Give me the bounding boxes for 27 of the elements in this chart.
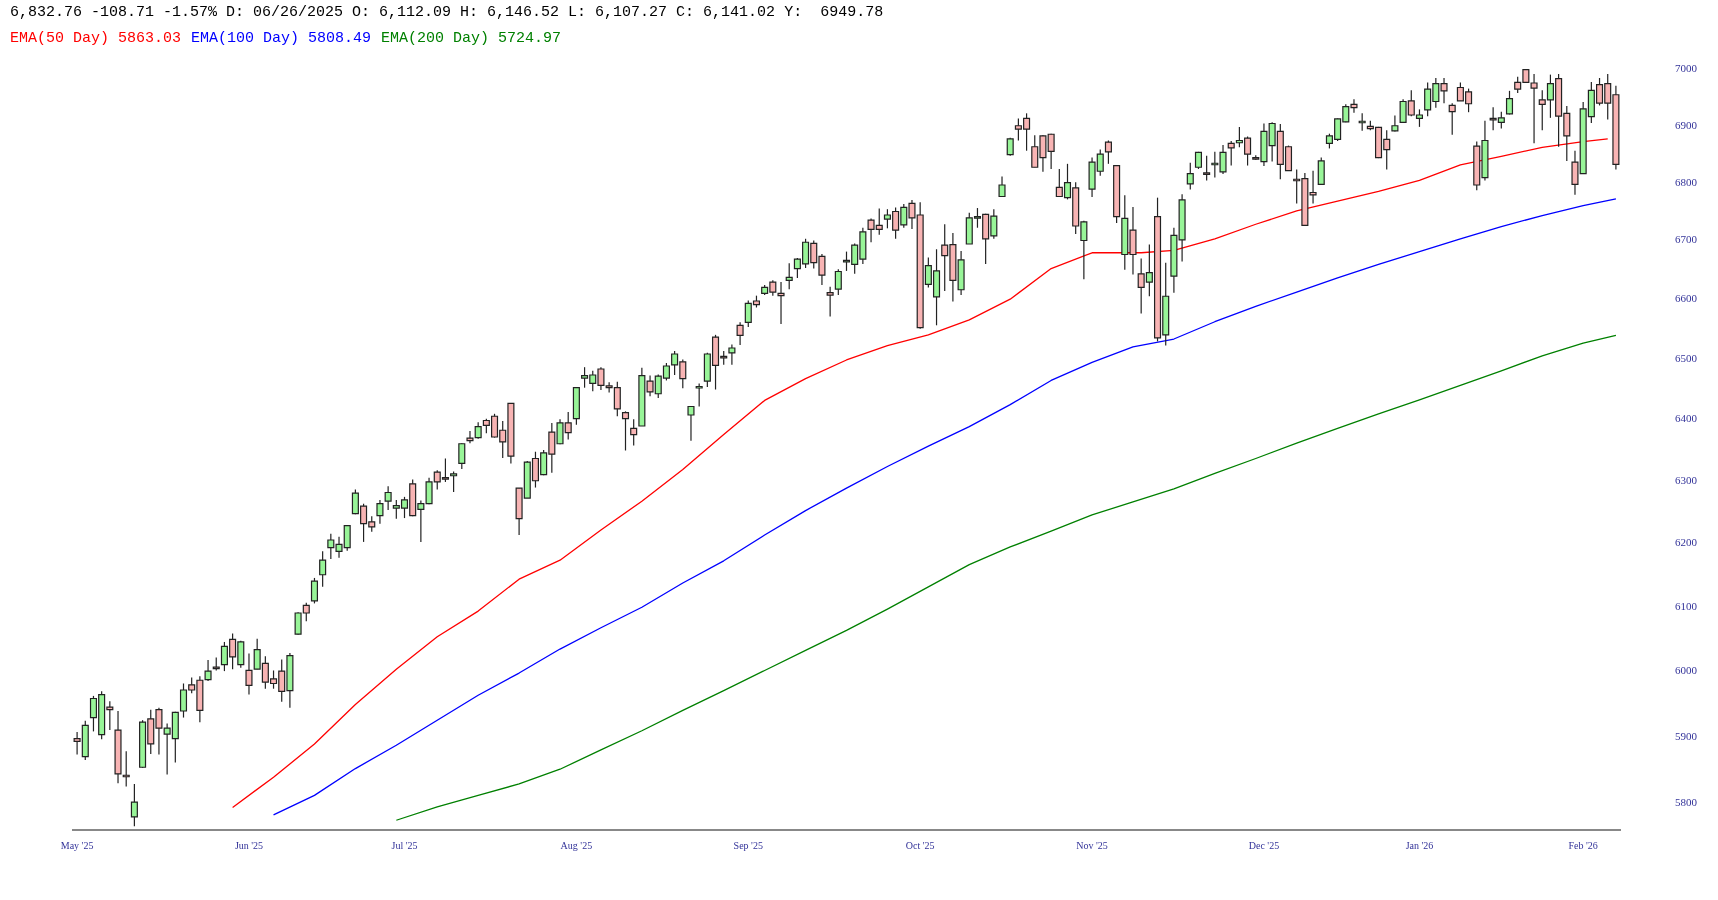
x-tick-label: Jan '26 <box>1405 840 1434 852</box>
x-tick-label: Sep '25 <box>733 840 763 852</box>
y-tick-label: 6500 <box>1675 351 1698 364</box>
x-tick-label: Nov '25 <box>1076 840 1108 852</box>
x-tick-label: Feb '26 <box>1568 840 1598 852</box>
y-tick-label: 5800 <box>1675 796 1698 809</box>
y-tick-label: 6000 <box>1675 664 1698 676</box>
y-tick-label: 6200 <box>1675 536 1698 549</box>
text: EMA(50 Day) 5863.03 <box>10 30 182 47</box>
x-tick-label: Aug '25 <box>560 840 593 852</box>
x-tick-label: May '25 <box>60 840 94 852</box>
y-tick-label: 6800 <box>1675 175 1698 188</box>
x-tick-label: Oct '25 <box>905 840 935 852</box>
x-tick-label: Jun '25 <box>234 840 264 852</box>
text: EMA(200 Day) 5724.97 <box>381 30 562 47</box>
y-tick-label: 7000 <box>1675 62 1698 75</box>
text: EMA(100 Day) 5808.49 <box>191 30 372 47</box>
chart-title: 6,832.76 -108.71 -1.57% D: 06/26/2025 O: 6,112.09 H: 6,146.52 L: 6,107.27 C: 6,141.02 Y: 6949.78 <box>10 4 884 21</box>
y-tick-label: 6100 <box>1675 599 1698 612</box>
x-tick-label: Dec '25 <box>1248 840 1280 852</box>
y-tick-label: 6300 <box>1675 473 1698 486</box>
y-tick-label: 6700 <box>1675 233 1698 246</box>
x-tick-label: Jul '25 <box>391 840 418 852</box>
y-tick-label: 6900 <box>1675 118 1698 131</box>
y-tick-label: 6400 <box>1675 412 1698 425</box>
y-tick-label: 5900 <box>1675 729 1698 742</box>
y-tick-label: 6600 <box>1675 292 1698 305</box>
